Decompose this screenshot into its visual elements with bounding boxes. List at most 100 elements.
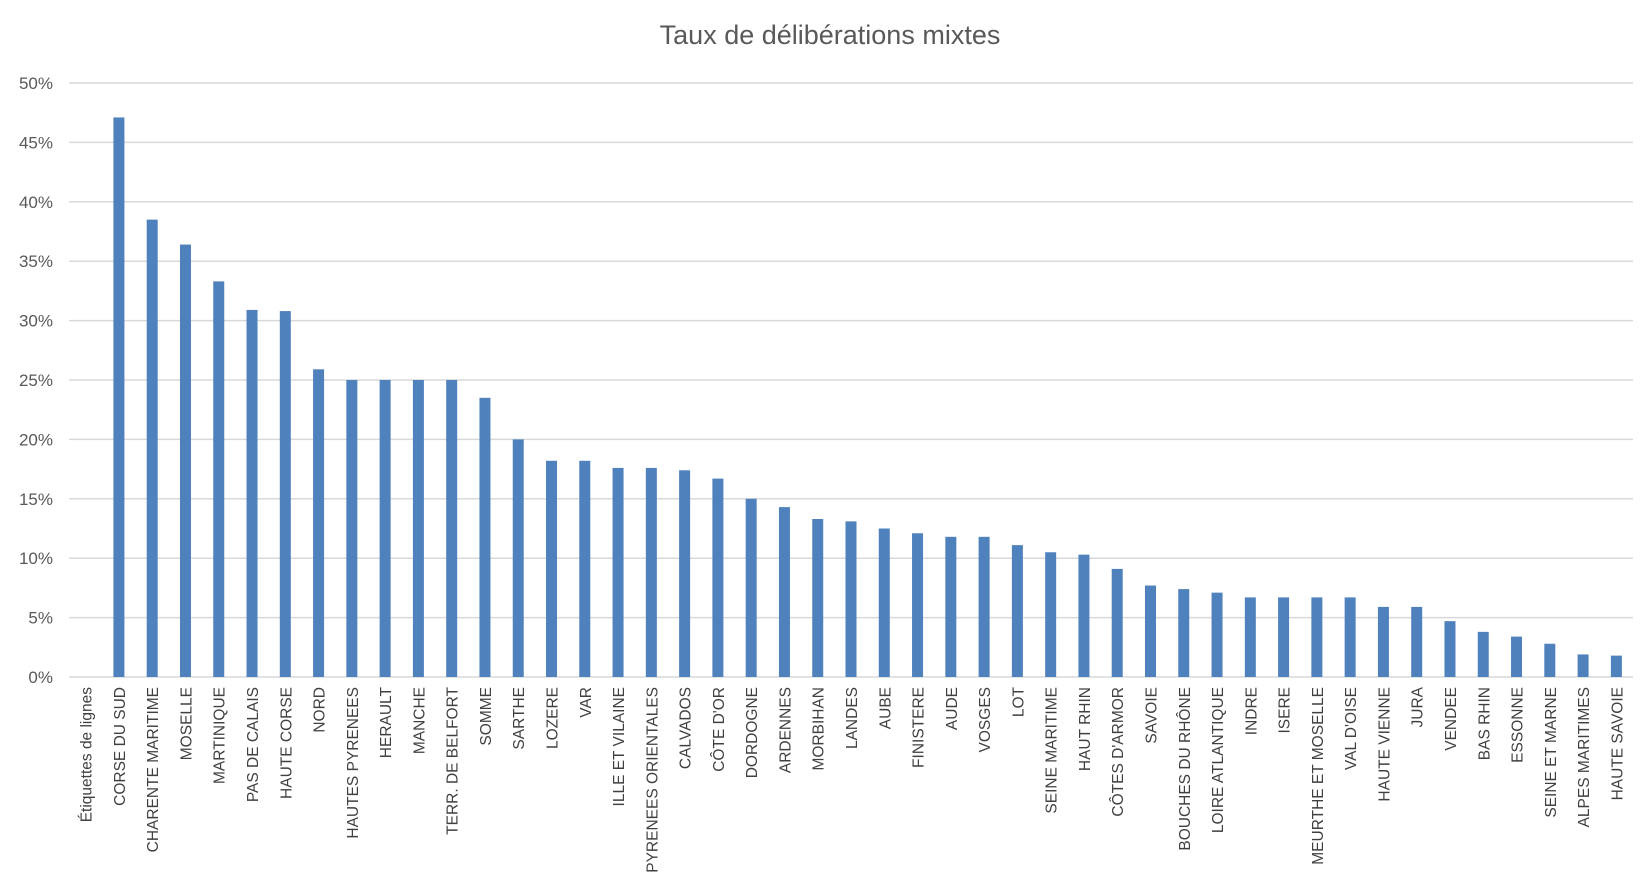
bar xyxy=(978,536,990,677)
bar xyxy=(1577,654,1589,677)
x-tick-label: VOSGES xyxy=(977,687,994,752)
bar xyxy=(113,117,125,677)
x-tick-label: CALVADOS xyxy=(678,687,695,769)
bar xyxy=(1144,585,1156,677)
x-tick-label: ISERE xyxy=(1277,687,1294,734)
x-tick-label: TERR. DE BELFORT xyxy=(445,686,462,834)
bar xyxy=(512,439,524,677)
bar xyxy=(579,460,591,677)
x-tick-label: VAL D'OISE xyxy=(1343,687,1360,770)
x-tick-label: SEINE ET MARNE xyxy=(1543,687,1560,818)
x-tick-label: BOUCHES DU RHÔNE xyxy=(1177,687,1194,851)
bar xyxy=(479,397,491,677)
x-tick-label: LOT xyxy=(1010,686,1027,717)
bar xyxy=(1511,636,1523,677)
y-tick-label: 25% xyxy=(19,371,53,390)
y-axis-ticks: 0% 5% 10% 15% 20% 25% 30% 35% 40% 45% 50% xyxy=(19,74,53,687)
bar xyxy=(778,507,790,677)
y-tick-label: 20% xyxy=(19,430,53,449)
bar xyxy=(812,518,824,677)
y-tick-label: 35% xyxy=(19,252,53,271)
x-tick-label: PAS DE CALAIS xyxy=(245,687,262,802)
bar xyxy=(412,380,424,677)
x-axis-labels: Étiquettes de lignes CORSE DU SUD CHARENTE… xyxy=(79,686,1627,872)
bar xyxy=(945,536,957,677)
bar xyxy=(745,498,757,677)
x-tick-label: HAUTE SAVOIE xyxy=(1609,687,1626,800)
x-tick-label: AUBE xyxy=(877,687,894,729)
bar xyxy=(379,380,391,677)
x-tick-label: ILLE ET VILAINE xyxy=(611,687,628,806)
x-tick-label: LANDES xyxy=(844,687,861,749)
x-tick-label: SOMME xyxy=(478,687,495,746)
bar xyxy=(1111,568,1123,677)
x-tick-label: JURA xyxy=(1410,686,1427,727)
bar xyxy=(712,478,724,677)
bar xyxy=(546,460,558,677)
x-tick-label: SARTHE xyxy=(511,687,528,750)
x-tick-label: SEINE MARITIME xyxy=(1044,687,1061,814)
bar xyxy=(179,244,191,677)
x-tick-label: AUDE xyxy=(944,687,961,730)
x-tick-label: HAUTE CORSE xyxy=(278,687,295,799)
y-tick-label: 45% xyxy=(19,133,53,152)
bar xyxy=(1544,643,1556,677)
bar xyxy=(279,311,291,677)
bar xyxy=(1344,597,1356,677)
bar xyxy=(1411,606,1423,677)
x-tick-label: FINISTERE xyxy=(911,687,928,768)
x-tick-label: Étiquettes de lignes xyxy=(79,687,96,823)
bar xyxy=(679,470,691,677)
bar xyxy=(612,467,624,677)
bar xyxy=(1011,545,1023,677)
y-tick-label: 10% xyxy=(19,549,53,568)
bar xyxy=(246,309,258,677)
bar xyxy=(845,521,857,677)
x-tick-label: INDRE xyxy=(1243,687,1260,735)
x-tick-label: CÔTES D'ARMOR xyxy=(1110,687,1127,817)
bar xyxy=(912,533,924,677)
bar xyxy=(346,380,358,677)
bar xyxy=(1078,554,1090,677)
x-tick-label: VAR xyxy=(578,687,595,718)
x-tick-label: ARDENNES xyxy=(777,687,794,773)
bar xyxy=(1311,597,1323,677)
x-tick-label: MORBIHAN xyxy=(811,687,828,771)
bar xyxy=(1610,655,1622,677)
y-tick-label: 40% xyxy=(19,193,53,212)
bar xyxy=(146,219,158,677)
x-tick-label: NORD xyxy=(312,687,329,733)
bar xyxy=(1377,606,1389,677)
bar xyxy=(446,380,458,677)
x-tick-label: HAUTES PYRENEES xyxy=(345,687,362,839)
bar xyxy=(1211,592,1223,677)
y-tick-label: 50% xyxy=(19,74,53,93)
x-tick-label: MARTINIQUE xyxy=(212,687,229,784)
x-tick-label: SAVOIE xyxy=(1143,687,1160,744)
x-tick-label: ALPES MARITIMES xyxy=(1576,687,1593,827)
bar xyxy=(1045,552,1057,677)
bar xyxy=(1178,589,1190,677)
x-tick-label: DORDOGNE xyxy=(744,687,761,778)
bar xyxy=(1444,621,1456,677)
x-tick-label: VENDEE xyxy=(1443,687,1460,751)
x-tick-label: MANCHE xyxy=(411,687,428,754)
bars xyxy=(113,117,1622,677)
x-tick-label: HERAULT xyxy=(378,686,395,758)
y-tick-label: 5% xyxy=(28,609,53,628)
x-tick-label: MEURTHE ET MOSELLE xyxy=(1310,687,1327,865)
y-tick-label: 30% xyxy=(19,312,53,331)
bar xyxy=(1244,597,1256,677)
x-tick-label: CÔTE D'OR xyxy=(711,687,728,772)
bar xyxy=(645,467,657,677)
x-tick-label: CHARENTE MARITIME xyxy=(145,687,162,852)
x-tick-label: CORSE DU SUD xyxy=(112,687,129,806)
x-tick-label: MOSELLE xyxy=(178,687,195,760)
x-tick-label: PYRENEES ORIENTALES xyxy=(644,687,661,873)
x-tick-label: ESSONNE xyxy=(1510,687,1527,763)
x-tick-label: BAS RHIN xyxy=(1476,687,1493,760)
chart-title: Taux de délibérations mixtes xyxy=(660,20,1001,50)
bar xyxy=(313,369,325,677)
bar xyxy=(1278,597,1290,677)
